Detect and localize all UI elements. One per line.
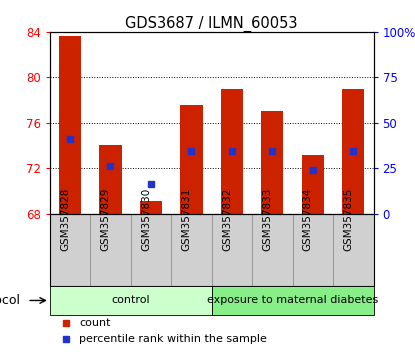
Bar [333, 213, 374, 286]
Text: GSM357828: GSM357828 [60, 188, 70, 251]
Bar [302, 155, 324, 213]
Bar [293, 213, 333, 286]
Title: GDS3687 / ILMN_60053: GDS3687 / ILMN_60053 [125, 16, 298, 32]
Text: GSM357834: GSM357834 [303, 188, 313, 251]
Text: GSM357833: GSM357833 [262, 188, 272, 251]
Bar [140, 201, 162, 213]
Text: count: count [79, 318, 110, 328]
Bar [99, 145, 122, 213]
Bar [342, 88, 364, 213]
Bar [252, 213, 293, 286]
Text: GSM357831: GSM357831 [181, 188, 191, 251]
Bar [261, 112, 283, 213]
Bar [212, 286, 374, 315]
Bar [171, 213, 212, 286]
Text: GSM357832: GSM357832 [222, 188, 232, 251]
Text: GSM357830: GSM357830 [141, 188, 151, 251]
Bar [180, 104, 203, 213]
Text: control: control [111, 296, 150, 306]
Bar [50, 213, 90, 286]
Bar [90, 213, 131, 286]
Text: percentile rank within the sample: percentile rank within the sample [79, 334, 267, 344]
Text: exposure to maternal diabetes: exposure to maternal diabetes [207, 296, 378, 306]
Bar [131, 213, 171, 286]
Text: protocol: protocol [0, 294, 21, 307]
Bar [50, 286, 212, 315]
Bar [221, 88, 243, 213]
Text: GSM357835: GSM357835 [343, 188, 353, 251]
Bar [59, 36, 81, 213]
Text: GSM357829: GSM357829 [100, 188, 110, 251]
Bar [212, 213, 252, 286]
